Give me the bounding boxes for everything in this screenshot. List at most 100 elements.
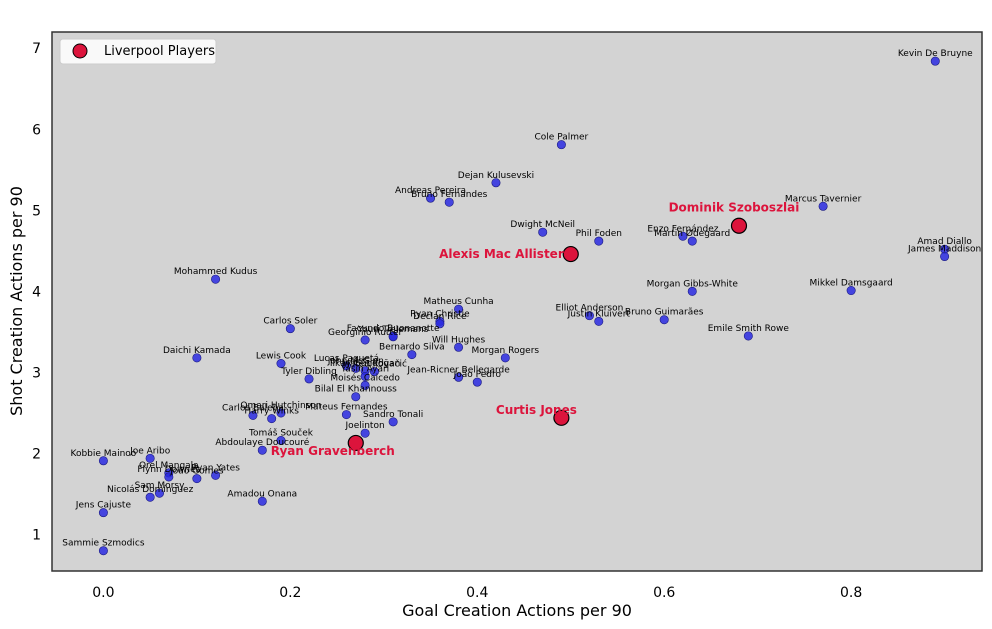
point-label: Bernardo Silva <box>379 343 445 353</box>
point-label: Daichi Kamada <box>163 346 231 356</box>
point-label: Tyler Dibling <box>280 367 337 377</box>
x-tick-label: 0.8 <box>840 585 862 601</box>
data-point <box>407 350 417 360</box>
point-label: Matheus Cunha <box>423 297 493 307</box>
point-label: Youri Tielemans <box>357 325 429 335</box>
data-point <box>454 304 464 314</box>
point-label: Joelinton <box>345 421 385 431</box>
data-point <box>341 361 351 371</box>
point-labels: Kevin De Bruyne Cole Palmer Dejan Kulusevs… <box>62 49 981 549</box>
data-point <box>687 236 697 246</box>
data-point <box>276 408 286 418</box>
point-label: Moisés Caicedo <box>330 372 400 383</box>
data-point <box>454 372 464 382</box>
point-label: Phil Foden <box>576 229 622 239</box>
data-point <box>444 197 454 207</box>
point-label: Ryan Yates <box>191 463 240 473</box>
point-label: Mateo Kovačić <box>342 359 407 370</box>
data-point <box>388 332 398 342</box>
liverpool-point <box>347 434 364 452</box>
data-point <box>678 231 688 241</box>
data-point <box>360 380 370 390</box>
point-label: Morgan Gibbs-White <box>647 279 739 289</box>
point-label: Andreas Pereira <box>395 186 466 196</box>
point-label: Omari Hutchinson <box>240 401 321 411</box>
liverpool-point <box>553 409 570 426</box>
data-point <box>594 236 604 246</box>
data-point <box>369 367 379 377</box>
point-label: Bilal El Khannouss <box>315 385 398 395</box>
point-label: Mateus Fernandes <box>305 403 388 413</box>
point-label: Yasin Ayari <box>340 364 389 374</box>
data-point <box>267 414 277 424</box>
data-point <box>154 488 164 498</box>
point-label: Carlos Soler <box>263 317 317 327</box>
point-label: Lucas Paquetá <box>314 354 379 364</box>
point-label: Martin Ødegaard <box>654 228 730 239</box>
data-point <box>491 178 501 188</box>
point-label: Bruno Fernandes <box>411 190 488 200</box>
liverpool-point-label: Curtis Jones <box>496 403 577 417</box>
data-point <box>500 353 510 363</box>
point-label: Dwight McNeil <box>510 220 575 230</box>
data-point <box>164 472 174 482</box>
data-point <box>687 286 697 296</box>
legend-marker <box>72 43 88 59</box>
point-label: João Pedro <box>453 370 502 380</box>
data-point <box>360 335 370 345</box>
point-label: Marcus Tavernier <box>785 194 862 204</box>
point-label: Sam Morsy <box>135 481 186 491</box>
point-label: Declan Rice <box>413 312 467 322</box>
point-label: Nicolás Domínguez <box>107 485 194 495</box>
data-point <box>426 193 436 203</box>
data-point <box>940 252 950 262</box>
data-point <box>351 363 361 373</box>
point-label: Morgan Rogers <box>472 346 540 356</box>
liverpool-point <box>730 217 748 234</box>
data-point <box>818 201 828 211</box>
y-tick-label: 3 <box>32 365 41 381</box>
point-label: Kevin De Bruyne <box>898 49 973 59</box>
point-label: Sandro Tonali <box>363 410 423 420</box>
legend: Liverpool Players <box>59 38 217 65</box>
point-label: João Gomes <box>169 467 224 477</box>
point-label: İlkay Gündoğan <box>330 358 400 369</box>
x-tick-label: 0.2 <box>279 585 301 601</box>
point-label: Flynn Downes <box>137 465 200 475</box>
data-point <box>276 436 286 446</box>
legend-entry-liverpool: Liverpool Players <box>104 44 215 59</box>
x-axis-label: Goal Creation Actions per 90 <box>402 601 632 620</box>
data-point <box>435 319 445 329</box>
point-label: Mohammed Kudus <box>174 267 258 277</box>
y-tick-label: 2 <box>32 446 41 462</box>
y-tick-label: 5 <box>32 203 41 219</box>
y-tick-label: 7 <box>32 41 41 57</box>
x-tick-label: 0.6 <box>653 585 675 601</box>
data-point <box>341 410 351 420</box>
point-label: Enzo Fernández <box>647 224 718 234</box>
point-label: Facundo Buonanotte <box>347 324 440 334</box>
point-label: Kobbie Mainoo <box>71 449 137 459</box>
y-tick-label: 1 <box>32 528 41 544</box>
point-label: Lewis Cook <box>256 352 307 362</box>
data-point <box>145 453 155 463</box>
point-label: Justin Kluivert <box>567 309 631 319</box>
data-point <box>98 456 108 466</box>
axis-ticks: 0.0 0.2 0.4 0.6 0.8 1 2 3 4 5 6 7 <box>32 41 862 601</box>
data-point <box>192 474 202 484</box>
data-point <box>846 286 856 296</box>
point-label: Georginio Rutter <box>328 328 402 338</box>
data-point <box>351 392 361 402</box>
point-label: Sammie Szmodics <box>62 539 145 549</box>
point-label: Bruno Guimarães <box>625 308 704 318</box>
data-point <box>98 508 108 518</box>
point-label: Harry Winks <box>244 407 299 417</box>
data-point <box>388 417 398 427</box>
data-point <box>145 492 155 502</box>
point-label: Ryan Christie <box>410 309 470 319</box>
point-label: Carlos Baleba <box>222 403 284 413</box>
point-label: Dejan Kulusevski <box>458 171 534 181</box>
data-point <box>257 496 267 506</box>
